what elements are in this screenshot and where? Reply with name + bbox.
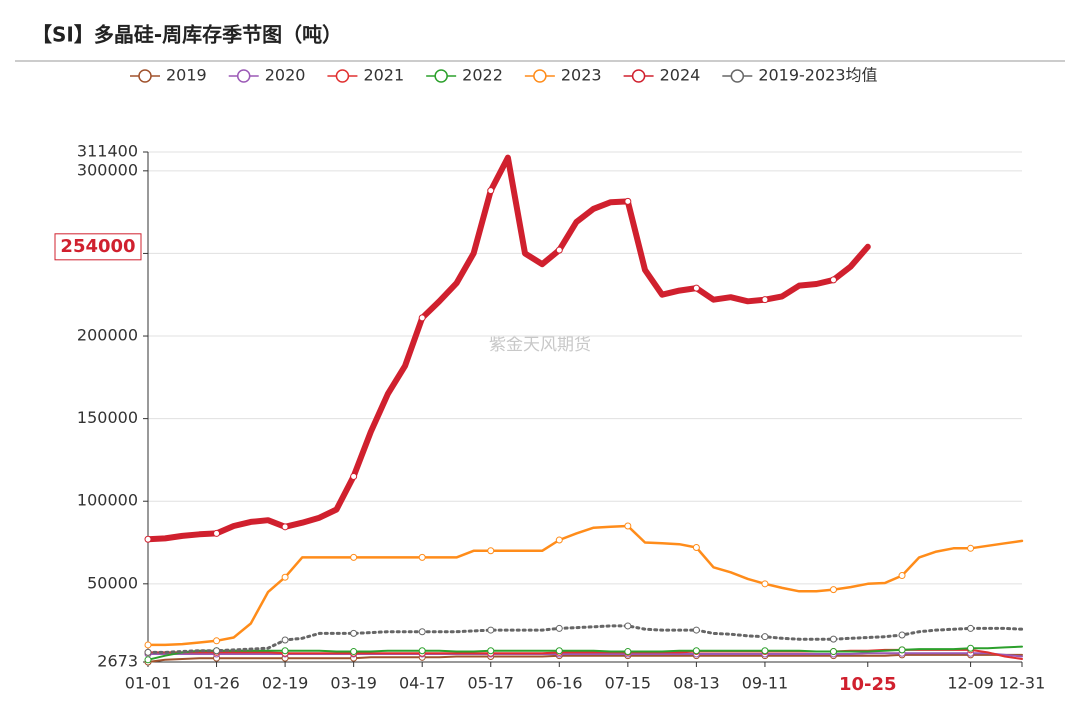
point-marker bbox=[898, 572, 906, 580]
y-tick-label: 100000 bbox=[77, 491, 138, 510]
point-marker bbox=[624, 648, 632, 656]
y-tick-label: 311400 bbox=[77, 142, 138, 161]
point-marker bbox=[418, 314, 426, 322]
y-pointer-label: 254000 bbox=[60, 236, 135, 257]
x-tick-label: 04-17 bbox=[399, 674, 446, 693]
x-tick-label: 06-16 bbox=[536, 674, 583, 693]
point-marker bbox=[761, 633, 769, 641]
point-marker bbox=[898, 631, 906, 639]
legend-label: 2022 bbox=[462, 66, 503, 85]
point-marker bbox=[281, 523, 289, 531]
x-tick-label: 03-19 bbox=[330, 674, 377, 693]
series-line bbox=[146, 524, 1024, 647]
x-tick-label: 09-11 bbox=[742, 674, 789, 693]
legend-marker bbox=[138, 69, 152, 83]
x-tick-label: 12-31 bbox=[999, 674, 1046, 693]
x-pointer-label: 10-25 bbox=[839, 674, 897, 695]
point-marker bbox=[624, 522, 632, 530]
point-marker bbox=[418, 553, 426, 561]
series-line bbox=[146, 624, 1024, 654]
point-marker bbox=[624, 622, 632, 630]
chart-title: 【SI】多晶硅-周库存季节图（吨） bbox=[32, 23, 342, 47]
legend-marker bbox=[631, 69, 646, 83]
y-tick-label: 200000 bbox=[77, 326, 138, 345]
point-marker bbox=[555, 246, 563, 254]
point-marker bbox=[692, 543, 700, 551]
point-marker bbox=[898, 646, 906, 654]
point-marker bbox=[144, 656, 152, 664]
point-marker bbox=[555, 647, 563, 655]
point-marker bbox=[692, 626, 700, 634]
series-line bbox=[145, 154, 871, 543]
x-tick-label: 01-01 bbox=[125, 674, 172, 693]
series-line bbox=[147, 653, 1023, 663]
legend-label: 2021 bbox=[363, 66, 404, 85]
x-tick-label: 01-26 bbox=[193, 674, 240, 693]
x-tick-label: 07-15 bbox=[605, 674, 652, 693]
point-marker bbox=[555, 624, 563, 632]
y-pointer-box bbox=[54, 233, 142, 261]
point-marker bbox=[829, 648, 837, 656]
y-tick-label: 50000 bbox=[87, 573, 138, 592]
point-marker bbox=[692, 647, 700, 655]
point-marker bbox=[281, 573, 289, 581]
point-marker bbox=[281, 636, 289, 644]
point-marker bbox=[967, 624, 975, 632]
x-tick-label: 02-19 bbox=[262, 674, 309, 693]
point-marker bbox=[144, 535, 152, 543]
point-marker bbox=[350, 472, 358, 480]
point-marker bbox=[487, 626, 495, 634]
point-marker bbox=[761, 580, 769, 588]
point-marker bbox=[829, 635, 837, 643]
point-marker bbox=[144, 641, 152, 649]
point-marker bbox=[350, 553, 358, 561]
point-marker bbox=[487, 547, 495, 555]
x-tick-label: 12-09 bbox=[947, 674, 994, 693]
point-marker bbox=[967, 644, 975, 652]
point-marker bbox=[281, 647, 289, 655]
legend-marker bbox=[434, 69, 448, 83]
point-marker bbox=[350, 629, 358, 637]
series-line bbox=[147, 645, 1023, 661]
x-tick-label: 05-17 bbox=[467, 674, 514, 693]
point-marker bbox=[213, 647, 221, 655]
point-marker bbox=[829, 276, 837, 284]
point-marker bbox=[418, 628, 426, 636]
x-pointer-box bbox=[833, 672, 902, 698]
legend-label: 2020 bbox=[265, 66, 306, 85]
legend-marker bbox=[335, 69, 350, 83]
point-marker bbox=[692, 284, 700, 292]
legend-marker bbox=[730, 69, 745, 83]
point-marker bbox=[487, 187, 495, 195]
y-tick-label: 2673 bbox=[97, 652, 138, 671]
point-marker bbox=[418, 647, 426, 655]
point-marker bbox=[213, 529, 221, 537]
legend-label: 2019-2023均值 bbox=[758, 66, 877, 85]
legend-label: 2023 bbox=[561, 66, 602, 85]
point-marker bbox=[761, 296, 769, 304]
y-tick-label: 300000 bbox=[77, 160, 138, 179]
point-marker bbox=[761, 647, 769, 655]
point-marker bbox=[213, 637, 221, 645]
point-marker bbox=[487, 647, 495, 655]
watermark: 紫金天风期货 bbox=[489, 335, 591, 355]
point-marker bbox=[555, 536, 563, 544]
point-marker bbox=[967, 544, 975, 552]
y-tick-label: 150000 bbox=[77, 408, 138, 427]
point-marker bbox=[144, 648, 152, 656]
legend-label: 2019 bbox=[166, 66, 207, 85]
legend-marker bbox=[236, 69, 251, 83]
x-tick-label: 08-13 bbox=[673, 674, 720, 693]
point-marker bbox=[624, 197, 632, 205]
point-marker bbox=[829, 586, 837, 594]
legend-marker bbox=[533, 69, 547, 83]
legend-label: 2024 bbox=[660, 66, 701, 85]
point-marker bbox=[350, 648, 358, 656]
